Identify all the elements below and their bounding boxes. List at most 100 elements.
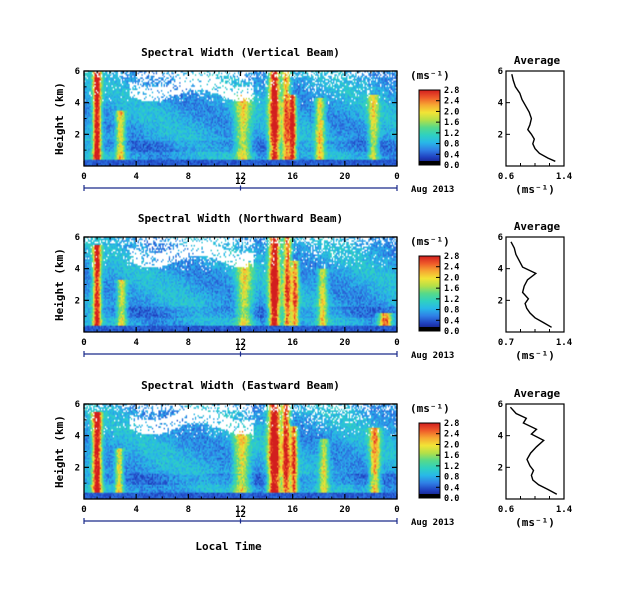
colorbar-tick-label: 2.4 xyxy=(444,263,459,273)
panel-title: Spectral Width (Eastward Beam) xyxy=(141,379,340,392)
x-tick-label: 16 xyxy=(287,505,298,515)
average-y-tick-label: 6 xyxy=(498,67,503,77)
date-hour-label: 12 xyxy=(235,177,246,187)
average-profile-line xyxy=(509,406,558,495)
x-tick-label: 16 xyxy=(287,172,298,182)
x-tick-label: 8 xyxy=(186,172,191,182)
average-profile-line xyxy=(510,241,552,328)
heatmap-raster xyxy=(84,71,397,166)
average-x-tick-label: 1.4 xyxy=(556,172,573,182)
colorbar-tick-label: 2.0 xyxy=(444,107,459,117)
y-tick-label: 2 xyxy=(75,130,80,140)
colorbar-tick-label: 2.8 xyxy=(444,86,459,96)
colorbar-tick-label: 1.6 xyxy=(444,118,459,128)
average-x-tick-label: 1.4 xyxy=(556,338,573,348)
average-x-tick-label: 1.4 xyxy=(556,505,573,515)
colorbar xyxy=(418,255,441,332)
colorbar-tick-label: 0.0 xyxy=(444,161,459,171)
x-tick-label: 20 xyxy=(339,505,350,515)
colorbar xyxy=(418,89,441,166)
y-tick-label: 6 xyxy=(75,400,80,410)
average-x-tick-label: 0.7 xyxy=(498,338,514,348)
panel-1: Spectral Width (Vertical Beam)0 4 8 12 16 20 0… xyxy=(53,46,573,196)
date-label: Aug 2013 xyxy=(411,518,454,528)
y-axis-label: Height (km) xyxy=(53,415,66,488)
colorbar-unit: (ms⁻¹) xyxy=(410,402,450,415)
y-tick-label: 6 xyxy=(75,233,80,243)
colorbar-tick-label: 1.2 xyxy=(444,462,459,472)
x-tick-label: 20 xyxy=(339,338,350,348)
colorbar-tick-label: 1.2 xyxy=(444,129,459,139)
colorbar-tick-label: 0.4 xyxy=(444,316,459,326)
x-tick-label: 8 xyxy=(186,505,191,515)
colorbar-bottom-band xyxy=(419,494,440,498)
average-x-tick-label: 0.6 xyxy=(498,172,514,182)
colorbar-tick-label: 1.2 xyxy=(444,295,459,305)
x-tick-label: 16 xyxy=(287,338,298,348)
colorbar-tick-label: 2.4 xyxy=(444,430,459,440)
average-x-label: (ms⁻¹) xyxy=(515,183,555,196)
average-y-tick-label: 4 xyxy=(498,432,504,442)
colorbar xyxy=(418,422,441,499)
y-tick-label: 4 xyxy=(75,432,81,442)
date-hour-label: 12 xyxy=(235,343,246,353)
average-title: Average xyxy=(514,387,561,400)
colorbar-tick-label: 0.8 xyxy=(444,140,459,150)
colorbar-bottom-band xyxy=(419,327,440,331)
x-tick-label: 0 xyxy=(81,172,86,182)
y-tick-label: 4 xyxy=(75,265,81,275)
average-x-label: (ms⁻¹) xyxy=(515,516,555,529)
colorbar-tick-label: 2.8 xyxy=(444,419,459,429)
average-title: Average xyxy=(514,54,561,67)
date-label: Aug 2013 xyxy=(411,185,454,195)
y-tick-label: 2 xyxy=(75,296,80,306)
heatmap-raster xyxy=(84,237,397,332)
colorbar-tick-label: 0.4 xyxy=(444,483,459,493)
x-tick-label: 20 xyxy=(339,172,350,182)
x-tick-label: 8 xyxy=(186,338,191,348)
average-y-tick-label: 2 xyxy=(498,130,503,140)
x-tick-label: 0 xyxy=(81,338,86,348)
x-tick-label: 4 xyxy=(133,338,139,348)
average-x-label: (ms⁻¹) xyxy=(515,349,555,362)
colorbar-bottom-band xyxy=(419,161,440,165)
x-axis-label: Local Time xyxy=(195,540,262,553)
average-y-tick-label: 6 xyxy=(498,400,503,410)
colorbar-tick-label: 2.4 xyxy=(444,97,459,107)
heatmap-raster xyxy=(84,404,397,499)
x-tick-label: 12 xyxy=(235,505,246,515)
x-tick-label: 0 xyxy=(394,505,399,515)
colorbar-unit: (ms⁻¹) xyxy=(410,69,450,82)
panel-title: Spectral Width (Northward Beam) xyxy=(138,212,343,225)
colorbar-unit: (ms⁻¹) xyxy=(410,235,450,248)
colorbar-tick-label: 0.0 xyxy=(444,494,459,504)
average-y-tick-label: 6 xyxy=(498,233,503,243)
average-y-tick-label: 2 xyxy=(498,296,503,306)
x-tick-label: 0 xyxy=(394,172,399,182)
y-axis-label: Height (km) xyxy=(53,248,66,321)
average-profile-line xyxy=(511,74,556,162)
panel-2: Spectral Width (Northward Beam)0 4 8 12 16 20… xyxy=(53,212,573,362)
date-label: Aug 2013 xyxy=(411,351,454,361)
x-tick-label: 4 xyxy=(133,505,139,515)
average-y-tick-label: 2 xyxy=(498,463,503,473)
y-tick-label: 2 xyxy=(75,463,80,473)
colorbar-tick-label: 0.8 xyxy=(444,306,459,316)
colorbar-tick-label: 1.6 xyxy=(444,451,459,461)
x-tick-label: 12 xyxy=(235,172,246,182)
colorbar-tick-label: 2.0 xyxy=(444,440,459,450)
average-x-tick-label: 0.6 xyxy=(498,505,514,515)
panel-title: Spectral Width (Vertical Beam) xyxy=(141,46,340,59)
colorbar-tick-label: 2.0 xyxy=(444,273,459,283)
average-y-tick-label: 4 xyxy=(498,99,504,109)
colorbar-tick-label: 0.4 xyxy=(444,150,459,160)
y-axis-label: Height (km) xyxy=(53,82,66,155)
date-hour-label: 12 xyxy=(235,510,246,520)
panel-3: Spectral Width (Eastward Beam) 0 4 8 12 16 20 0… xyxy=(53,379,573,553)
x-tick-label: 12 xyxy=(235,338,246,348)
colorbar-tick-label: 1.6 xyxy=(444,284,459,294)
colorbar-tick-label: 2.8 xyxy=(444,252,459,262)
average-title: Average xyxy=(514,220,561,233)
y-tick-label: 4 xyxy=(75,99,81,109)
